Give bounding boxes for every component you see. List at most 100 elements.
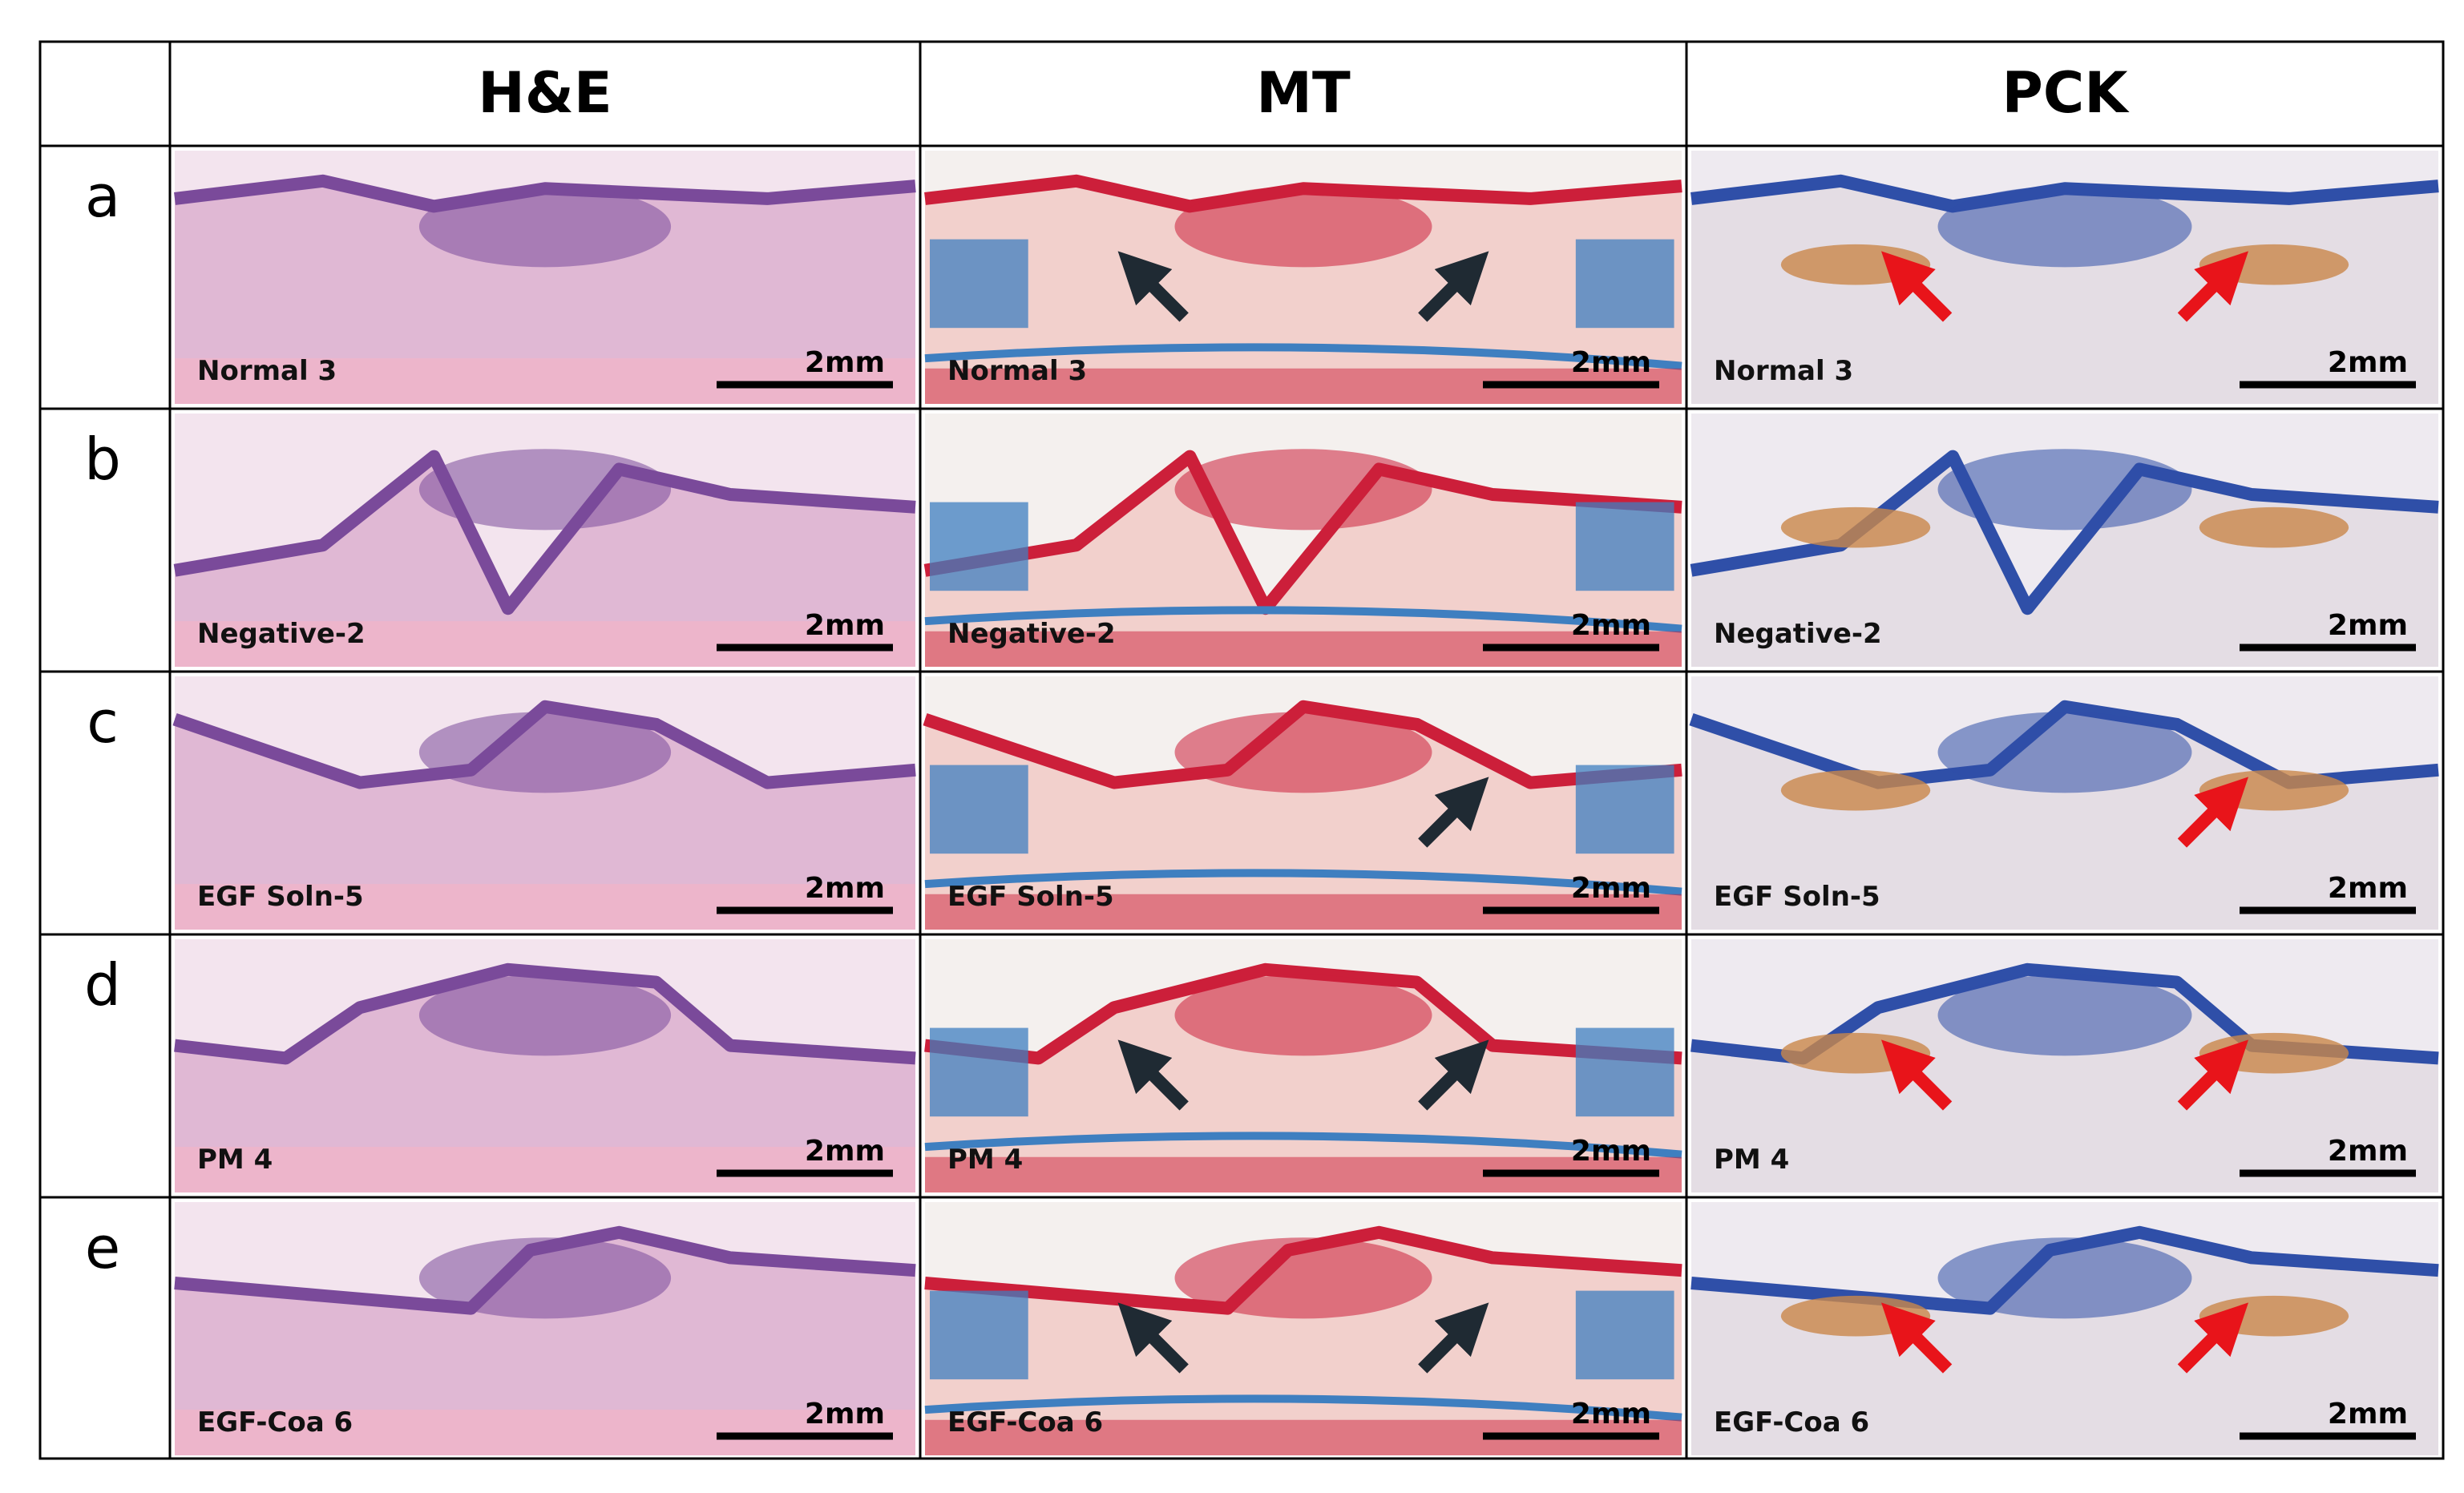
- collagen-region-left: [930, 239, 1028, 329]
- scale-bar-label: 2mm: [1571, 872, 1651, 905]
- scale-bar-label: 2mm: [805, 1398, 885, 1430]
- tissue-section: [175, 967, 915, 1192]
- row-label-b: b: [84, 426, 121, 493]
- table-grid: [38, 40, 2445, 1460]
- annotation-arrow: [1418, 1039, 1489, 1111]
- panel-a-mt: Normal 3 2mm: [924, 151, 1682, 405]
- collagen-region-left: [930, 502, 1028, 591]
- panel-d-pck: PM 4 2mm: [1690, 939, 2439, 1192]
- tissue-section: [175, 704, 915, 930]
- sample-label: PM 4: [197, 1144, 273, 1176]
- tissue-section: [175, 179, 915, 405]
- wound-area: [418, 186, 672, 268]
- micrograph-panels: Normal 3 2mm Normal 3 2mm Normal 3 2mmNegativ…: [172, 151, 2439, 1455]
- annotation-arrow: [2177, 1302, 2249, 1374]
- sample-label: EGF-Coa 6: [197, 1406, 353, 1439]
- fascia-line: [924, 606, 1682, 633]
- wound-area: [1937, 1237, 2192, 1319]
- fascia-line: [924, 869, 1682, 896]
- annotation-arrow: [2177, 1039, 2249, 1111]
- wound-area: [1937, 974, 2192, 1056]
- panel-b-he: Negative-2 2mm: [173, 414, 916, 667]
- epithelium-layer: [924, 962, 1682, 1065]
- fascia-line: [924, 1132, 1682, 1159]
- tissue-section: [1691, 179, 2438, 405]
- row-label-d: d: [84, 951, 121, 1019]
- annotation-arrow: [1117, 1302, 1189, 1374]
- annotation-arrow: [1880, 251, 1953, 322]
- collagen-region-right: [1575, 239, 1674, 329]
- panel-b-pck: Negative-2 2mm: [1690, 414, 2439, 667]
- scale-bar-label: 2mm: [1571, 609, 1651, 642]
- annotation-arrow: [2177, 251, 2249, 322]
- collagen-region-right: [1575, 502, 1674, 591]
- column-header-pck: PCK: [2002, 60, 2131, 126]
- keratin-stain-left: [1780, 769, 1931, 811]
- scale-bar-label: 2mm: [2328, 1398, 2408, 1430]
- scale-bar-label: 2mm: [2328, 872, 2408, 905]
- epithelium-layer: [172, 700, 916, 789]
- sample-label: Negative-2: [947, 618, 1116, 650]
- collagen-region-left: [930, 765, 1028, 854]
- sample-label: Normal 3: [1714, 355, 1853, 387]
- sample-label: EGF-Coa 6: [1714, 1406, 1869, 1439]
- panel-d-mt: PM 4 2mm: [924, 939, 1682, 1192]
- row-label-a: a: [85, 163, 120, 230]
- annotation-arrow: [1880, 1039, 1953, 1111]
- collagen-region-left: [930, 1027, 1028, 1117]
- wound-area: [418, 449, 672, 531]
- fascia-line: [924, 1394, 1682, 1422]
- panel-d-he: PM 4 2mm: [174, 939, 916, 1192]
- scale-bar-label: 2mm: [2328, 609, 2408, 642]
- panel-c-he: EGF Soln-5 2mm: [172, 676, 916, 930]
- panel-b-mt: Negative-2 2mm: [923, 414, 1682, 667]
- scale-bar-label: 2mm: [805, 609, 885, 642]
- sample-label: EGF Soln-5: [197, 881, 364, 913]
- wound-area: [1174, 712, 1432, 793]
- epithelium-layer: [173, 450, 916, 615]
- column-header-he: H&E: [478, 60, 612, 126]
- tissue-section: [1691, 704, 2438, 930]
- column-header-mt: MT: [1256, 60, 1351, 126]
- panel-c-pck: EGF Soln-5 2mm: [1689, 676, 2439, 930]
- wound-area: [418, 974, 672, 1056]
- annotation-arrow: [1418, 251, 1489, 322]
- sample-label: EGF-Coa 6: [947, 1406, 1103, 1439]
- wound-area: [1174, 1237, 1432, 1319]
- scale-bar-label: 2mm: [805, 872, 885, 905]
- epithelium-layer: [923, 700, 1682, 789]
- scale-bar-label: 2mm: [1571, 1135, 1651, 1168]
- sample-label: Negative-2: [1714, 618, 1882, 650]
- scale-bar-label: 2mm: [1571, 1398, 1651, 1430]
- collagen-region-right: [1575, 1027, 1674, 1117]
- sample-label: EGF Soln-5: [947, 881, 1114, 913]
- annotation-arrow: [1117, 251, 1189, 322]
- sample-label: PM 4: [1714, 1144, 1789, 1176]
- scale-bar-label: 2mm: [805, 1135, 885, 1168]
- row-label-c: c: [87, 688, 119, 756]
- panel-c-mt: EGF Soln-5 2mm: [923, 676, 1682, 930]
- collagen-region-right: [1575, 765, 1674, 854]
- keratin-stain-right: [2199, 506, 2349, 548]
- tissue-section: [175, 1230, 915, 1455]
- sample-label: EGF Soln-5: [1714, 881, 1880, 913]
- annotation-arrow: [1418, 1302, 1489, 1374]
- annotation-arrow: [2177, 777, 2249, 848]
- collagen-region-left: [930, 1290, 1028, 1380]
- panel-a-he: Normal 3 2mm: [174, 151, 916, 405]
- keratin-stain-left: [1780, 506, 1931, 548]
- scale-bar-label: 2mm: [1571, 346, 1651, 379]
- fascia-line: [924, 343, 1682, 370]
- wound-area: [1174, 974, 1432, 1056]
- panel-e-mt: EGF-Coa 6 2mm: [924, 1202, 1682, 1455]
- wound-area: [1937, 186, 2192, 268]
- sample-label: Normal 3: [947, 355, 1087, 387]
- annotation-arrow: [1418, 777, 1489, 848]
- wound-area: [1174, 186, 1432, 268]
- collagen-region-right: [1575, 1290, 1674, 1380]
- panel-e-pck: EGF-Coa 6 2mm: [1690, 1202, 2439, 1455]
- tissue-section: [1691, 967, 2438, 1192]
- sample-label: PM 4: [947, 1144, 1023, 1176]
- wound-area: [418, 1237, 672, 1319]
